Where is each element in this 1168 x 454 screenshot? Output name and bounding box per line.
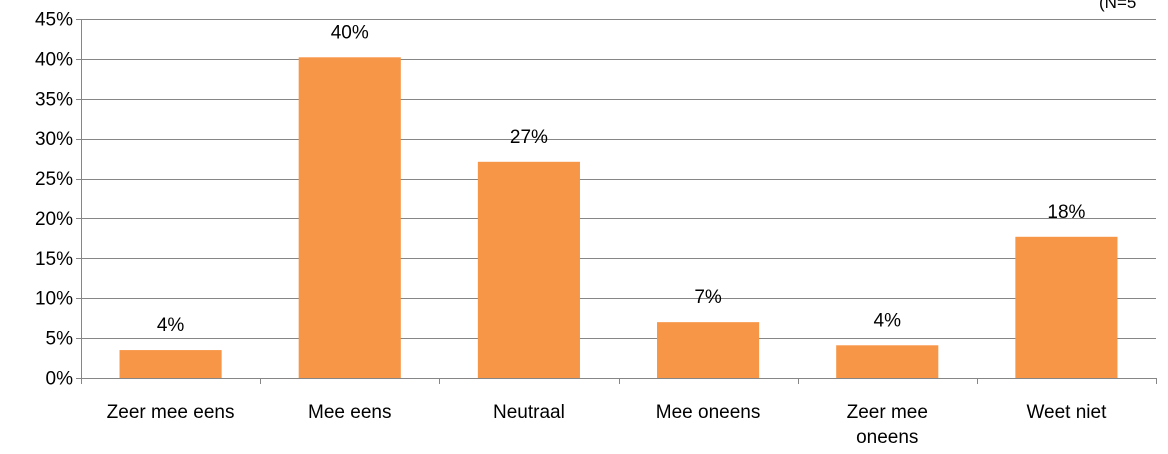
- sample-size-note: (N=5: [1099, 0, 1136, 12]
- x-category-labels: Zeer mee eens Mee eens Neutraal Mee oneens Z…: [107, 402, 1107, 448]
- bars: [119, 57, 1118, 378]
- axes: [76, 19, 1157, 384]
- bar: [836, 345, 939, 378]
- data-label: 4%: [157, 315, 185, 336]
- x-category-label: Zeer mee: [847, 402, 928, 423]
- y-tick-label: 40%: [35, 49, 73, 70]
- y-tick-label: 20%: [35, 209, 73, 230]
- data-labels: 4% 40% 27% 7% 4% 18%: [157, 22, 1086, 336]
- bar: [119, 350, 222, 378]
- bar: [298, 57, 401, 378]
- y-tick-label: 10%: [35, 289, 73, 310]
- bar: [477, 161, 580, 378]
- x-category-label: Neutraal: [493, 402, 565, 423]
- x-category-label: Mee eens: [308, 402, 391, 423]
- x-category-label: Zeer mee eens: [107, 402, 235, 423]
- data-label: 18%: [1047, 202, 1085, 223]
- y-tick-labels: 0% 5% 10% 15% 20% 25% 30% 35% 40% 45%: [35, 10, 73, 390]
- gridlines: [81, 19, 1156, 339]
- y-tick-label: 15%: [35, 249, 73, 270]
- y-tick-label: 25%: [35, 169, 73, 190]
- x-category-label: oneens: [856, 427, 918, 448]
- x-category-label: Mee oneens: [656, 402, 761, 423]
- data-label: 7%: [694, 287, 722, 308]
- y-tick-label: 30%: [35, 129, 73, 150]
- data-label: 4%: [874, 310, 902, 331]
- y-tick-label: 0%: [46, 369, 74, 390]
- x-category-label: Weet niet: [1026, 402, 1107, 423]
- data-label: 27%: [510, 127, 548, 148]
- bar: [1015, 236, 1118, 378]
- y-tick-label: 5%: [46, 329, 74, 350]
- y-tick-label: 35%: [35, 89, 73, 110]
- y-tick-label: 45%: [35, 10, 73, 31]
- bar: [657, 322, 760, 378]
- data-label: 40%: [331, 22, 369, 43]
